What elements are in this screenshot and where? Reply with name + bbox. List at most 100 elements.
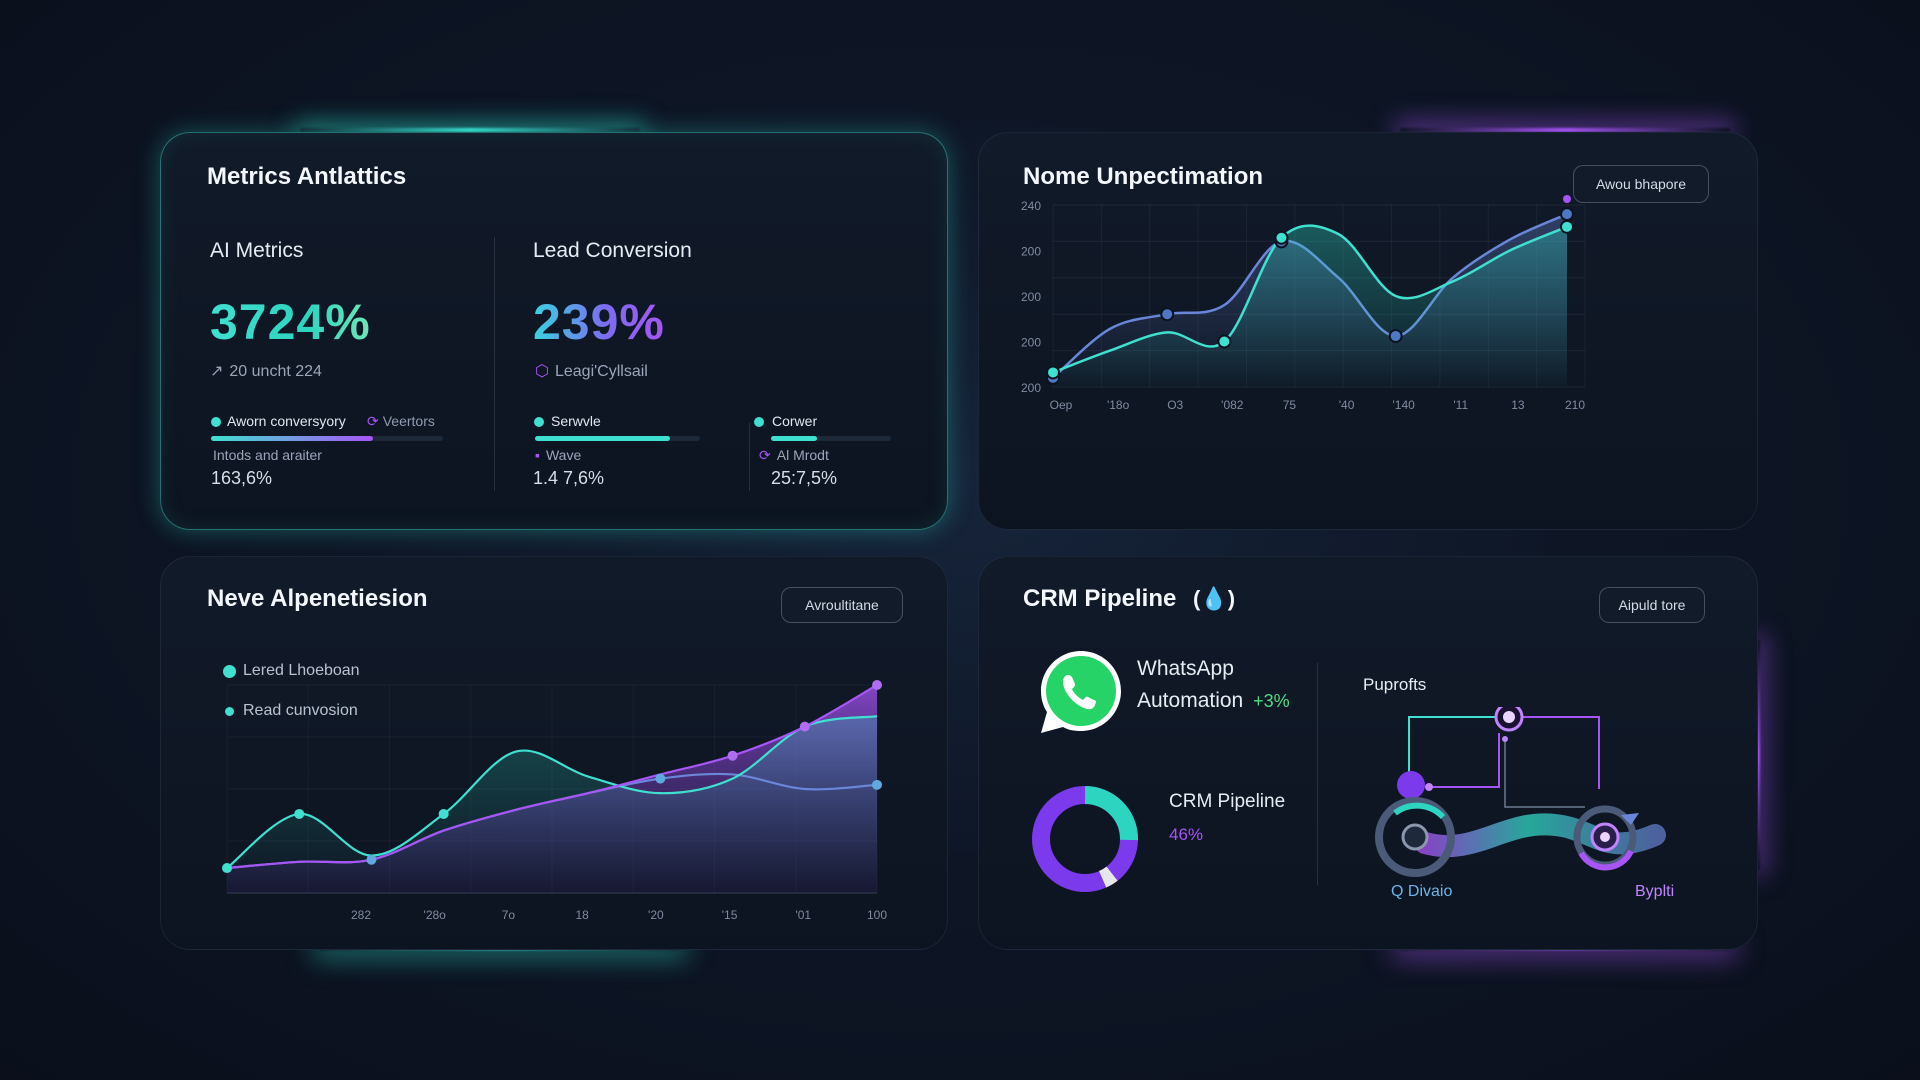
series-line — [226, 715, 878, 869]
x-tick-label: 282 — [351, 908, 371, 922]
ai-legend-b: ⟳ Veertors — [367, 413, 435, 429]
flow-connector — [1521, 716, 1600, 789]
refresh-icon: ⟳ — [367, 413, 379, 429]
line-card-action-button[interactable]: Awou bhapore — [1573, 165, 1709, 203]
data-point — [727, 750, 738, 761]
data-point — [294, 808, 305, 819]
metrics-card: Metrics Antlattics AI Metrics 3724% ↗ 20 … — [160, 132, 948, 530]
flow-node-left-top — [1397, 771, 1425, 799]
y-tick-label: 200 — [1021, 290, 1041, 304]
data-point — [1388, 329, 1403, 344]
data-point — [1560, 207, 1574, 222]
ai-detail-label: Intods and araiter — [213, 447, 322, 463]
flow-gear-right-arc — [1578, 849, 1634, 871]
series-area — [1053, 225, 1567, 387]
legend-dot-teal — [211, 417, 221, 427]
x-tick-label: '140 — [1393, 398, 1416, 412]
legend-dot-teal — [223, 665, 236, 678]
flow-gear-right-dot — [1600, 832, 1610, 842]
data-point — [1046, 365, 1060, 380]
flow-node-top-core — [1503, 711, 1515, 723]
data-point — [438, 808, 449, 819]
data-point — [1560, 219, 1574, 234]
ai-metrics-label: AI Metrics — [210, 239, 304, 262]
x-tick-label: Oep — [1050, 398, 1073, 412]
flow-gear-left — [1375, 797, 1455, 877]
x-tick-label: '11 — [1453, 398, 1468, 412]
area-card-action-button[interactable]: Avroultitane — [781, 587, 903, 623]
card-title: Metrics Antlattics — [207, 163, 407, 190]
y-tick-label: 200 — [1021, 381, 1041, 395]
lead-conversion-value: 239% — [533, 294, 665, 350]
x-tick-label: '082 — [1221, 398, 1244, 412]
donut-segment-teal — [1032, 786, 1138, 892]
x-tick-label: 18 — [575, 908, 589, 922]
whatsapp-subtitle: Automation +3% — [1137, 689, 1290, 712]
data-point — [872, 680, 882, 690]
lead-col1-value: 1.4 7,6% — [533, 468, 605, 488]
line-chart-card: Nome Unpectimation Awou bhapore 240 200 20… — [978, 132, 1758, 530]
ai-trend: ↗ 20 uncht 224 — [210, 361, 322, 381]
x-tick-label: 210 — [1565, 398, 1585, 412]
lead-col2-track — [771, 436, 891, 441]
x-tick-label: 75 — [1283, 398, 1297, 412]
column-divider — [749, 423, 750, 491]
card-title: Nome Unpectimation — [1023, 163, 1264, 190]
x-tick-label: '40 — [1339, 398, 1355, 412]
x-tick-label: '18o — [1107, 398, 1130, 412]
ai-detail-value: 163,6% — [211, 468, 273, 488]
series-area — [227, 716, 877, 893]
flow-connector — [1504, 739, 1585, 808]
ai-trend-text: 20 uncht 224 — [229, 363, 322, 380]
flow-right-label: Byplti — [1635, 883, 1675, 900]
refresh-icon: ⟳ — [759, 447, 771, 463]
series-line — [1052, 224, 1568, 374]
card-title: CRM Pipeline (💧) — [1023, 585, 1236, 612]
arrow-icon — [1621, 813, 1639, 825]
flow-ribbon — [1414, 813, 1666, 858]
area-legend-2: Read cunvosion — [243, 702, 358, 719]
trend-up-icon: ↗ — [210, 363, 224, 380]
x-tick-label: '15 — [722, 908, 738, 922]
lead-sub: ⬡ Leagi'Cyllsail — [535, 363, 648, 380]
donut-value: 46% — [1169, 825, 1204, 844]
flow-left-label: Q Divaio — [1391, 883, 1453, 900]
crm-card: CRM Pipeline (💧) Aipuld tore WhatsApp Au… — [978, 556, 1758, 950]
flow-gear-left-core — [1401, 823, 1429, 851]
x-tick-label: 7o — [502, 908, 516, 922]
y-tick-label: 200 — [1021, 245, 1041, 259]
x-tick-label: '28o — [424, 908, 447, 922]
crm-card-action-button[interactable]: Aipuld tore — [1599, 587, 1705, 623]
data-point — [799, 721, 810, 732]
data-point — [1217, 334, 1232, 349]
data-point — [366, 854, 377, 865]
lead-col2-sub: ⟳ Al Mrodt — [759, 447, 829, 463]
area-chart-card: Neve Alpenetiesion Avroultitane Lered Lh… — [160, 556, 948, 950]
lead-col2-value: 25:7,5% — [771, 468, 838, 488]
lead-col1-sub: ▪ Wave — [535, 447, 582, 463]
lead-col2-fill — [771, 436, 817, 441]
area-legend-1: Lered Lhoeboan — [243, 662, 360, 679]
whatsapp-icon — [1041, 651, 1121, 733]
x-tick-label: 100 — [867, 908, 887, 922]
data-point — [1160, 307, 1175, 322]
x-tick-label: '01 — [795, 908, 811, 922]
flow-gear-left-arc — [1393, 802, 1446, 820]
line-chart: 240 200 200 200 200 Oep '18o O3 '082 75 '40 '140 '11… — [1021, 195, 1586, 412]
ai-progress-track — [211, 436, 443, 441]
flow-title: Puprofts — [1363, 675, 1427, 694]
donut-label: CRM Pipeline — [1169, 791, 1286, 812]
column-divider — [494, 237, 495, 491]
square-bullet-icon: ▪ — [535, 447, 540, 463]
pipeline-flow-diagram — [1375, 707, 1666, 877]
donut-segment-white — [1032, 786, 1138, 892]
whatsapp-title: WhatsApp — [1137, 657, 1234, 680]
ai-metrics-value: 3724% — [210, 294, 371, 350]
column-divider — [1317, 663, 1318, 885]
lead-col1-track — [535, 436, 700, 441]
lead-col1-fill — [535, 436, 671, 441]
lead-col1-legend: Serwvle — [551, 413, 601, 429]
x-tick-label: O3 — [1167, 398, 1183, 412]
card-title: Neve Alpenetiesion — [207, 585, 428, 612]
series-line — [226, 684, 878, 870]
